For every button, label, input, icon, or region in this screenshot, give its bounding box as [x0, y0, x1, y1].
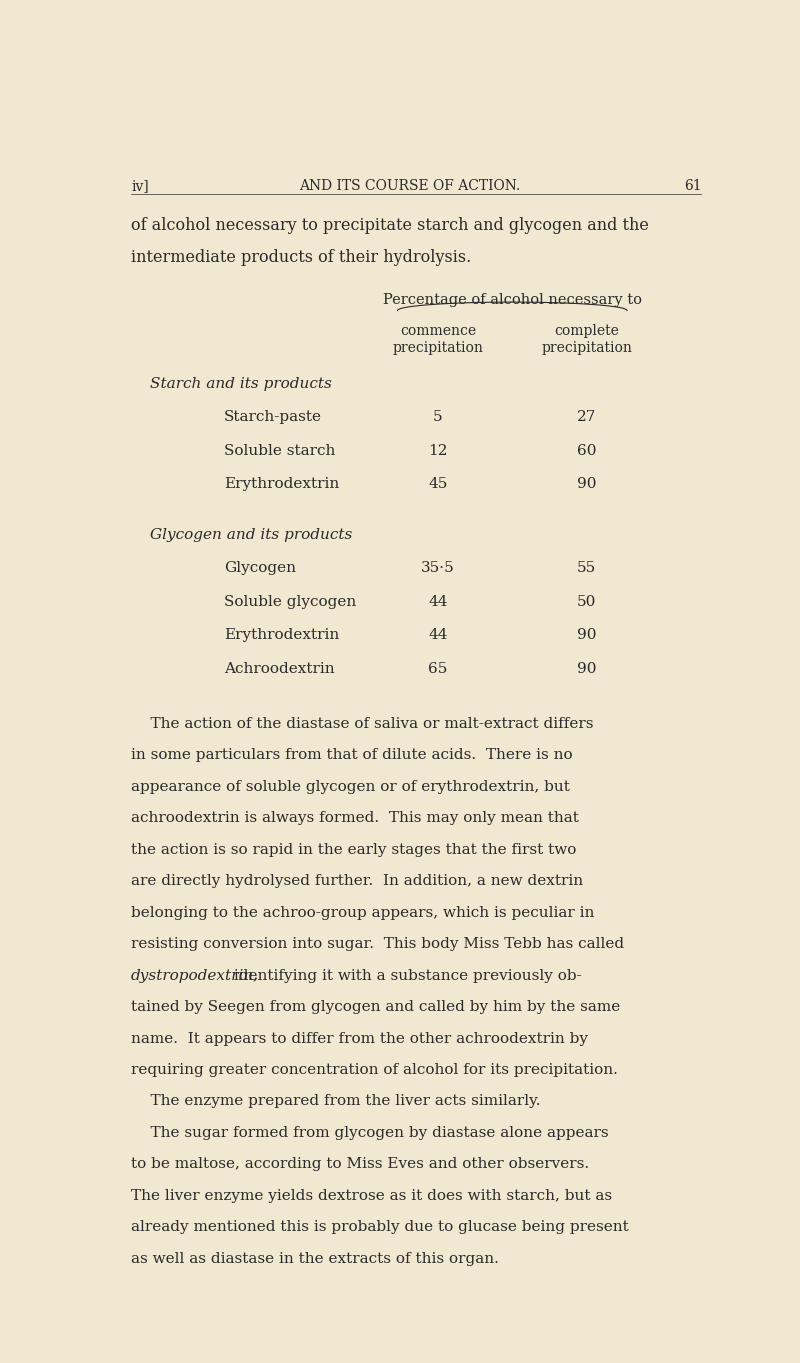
Text: to be maltose, according to Miss Eves and other observers.: to be maltose, according to Miss Eves an…	[131, 1157, 589, 1171]
Text: The action of the diastase of saliva or malt-extract differs: The action of the diastase of saliva or …	[131, 717, 594, 731]
Text: belonging to the achroo-group appears, which is peculiar in: belonging to the achroo-group appears, w…	[131, 905, 594, 920]
Text: 35·5: 35·5	[421, 562, 454, 575]
Text: commence
precipitation: commence precipitation	[393, 324, 483, 356]
Text: AND ITS COURSE OF ACTION.: AND ITS COURSE OF ACTION.	[299, 180, 521, 194]
Text: Achroodextrin: Achroodextrin	[224, 662, 334, 676]
Text: tained by Seegen from glycogen and called by him by the same: tained by Seegen from glycogen and calle…	[131, 1000, 620, 1014]
Text: 60: 60	[577, 444, 597, 458]
Text: 61: 61	[684, 180, 702, 194]
Text: 90: 90	[577, 477, 597, 492]
Text: Erythrodextrin: Erythrodextrin	[224, 628, 339, 642]
Text: 55: 55	[577, 562, 596, 575]
Text: Percentage of alcohol necessary to: Percentage of alcohol necessary to	[382, 293, 642, 307]
Text: The liver enzyme yields dextrose as it does with starch, but as: The liver enzyme yields dextrose as it d…	[131, 1189, 612, 1204]
Text: as well as diastase in the extracts of this organ.: as well as diastase in the extracts of t…	[131, 1251, 499, 1266]
Text: Soluble starch: Soluble starch	[224, 444, 335, 458]
Text: 44: 44	[428, 594, 448, 609]
Text: requiring greater concentration of alcohol for its precipitation.: requiring greater concentration of alcoh…	[131, 1063, 618, 1077]
Text: Glycogen: Glycogen	[224, 562, 296, 575]
Text: Soluble glycogen: Soluble glycogen	[224, 594, 356, 609]
Text: iv]: iv]	[131, 180, 149, 194]
Text: dystropodextrin,: dystropodextrin,	[131, 969, 259, 983]
Text: Starch-paste: Starch-paste	[224, 410, 322, 424]
Text: 12: 12	[428, 444, 448, 458]
Text: 50: 50	[577, 594, 596, 609]
Text: 5: 5	[433, 410, 442, 424]
Text: 27: 27	[577, 410, 596, 424]
Text: resisting conversion into sugar.  This body Miss Tebb has called: resisting conversion into sugar. This bo…	[131, 936, 624, 951]
Text: Glycogen and its products: Glycogen and its products	[150, 527, 352, 541]
Text: Starch and its products: Starch and its products	[150, 376, 331, 391]
Text: Erythrodextrin: Erythrodextrin	[224, 477, 339, 492]
Text: appearance of soluble glycogen or of erythrodextrin, but: appearance of soluble glycogen or of ery…	[131, 780, 570, 793]
Text: already mentioned this is probably due to glucase being present: already mentioned this is probably due t…	[131, 1220, 629, 1235]
Text: complete
precipitation: complete precipitation	[542, 324, 632, 356]
Text: 65: 65	[428, 662, 447, 676]
Text: are directly hydrolysed further.  In addition, a new dextrin: are directly hydrolysed further. In addi…	[131, 874, 583, 889]
Text: achroodextrin is always formed.  This may only mean that: achroodextrin is always formed. This may…	[131, 811, 579, 825]
Text: 45: 45	[428, 477, 447, 492]
Text: of alcohol necessary to precipitate starch and glycogen and the: of alcohol necessary to precipitate star…	[131, 217, 649, 234]
Text: 44: 44	[428, 628, 448, 642]
Text: The sugar formed from glycogen by diastase alone appears: The sugar formed from glycogen by diasta…	[131, 1126, 609, 1139]
Text: identifying it with a substance previously ob-: identifying it with a substance previous…	[229, 969, 582, 983]
Text: 90: 90	[577, 628, 597, 642]
Text: intermediate products of their hydrolysis.: intermediate products of their hydrolysi…	[131, 248, 471, 266]
Text: 90: 90	[577, 662, 597, 676]
Text: in some particulars from that of dilute acids.  There is no: in some particulars from that of dilute …	[131, 748, 573, 762]
Text: the action is so rapid in the early stages that the first two: the action is so rapid in the early stag…	[131, 842, 576, 856]
Text: name.  It appears to differ from the other achroodextrin by: name. It appears to differ from the othe…	[131, 1032, 588, 1045]
Text: The enzyme prepared from the liver acts similarly.: The enzyme prepared from the liver acts …	[131, 1094, 541, 1108]
